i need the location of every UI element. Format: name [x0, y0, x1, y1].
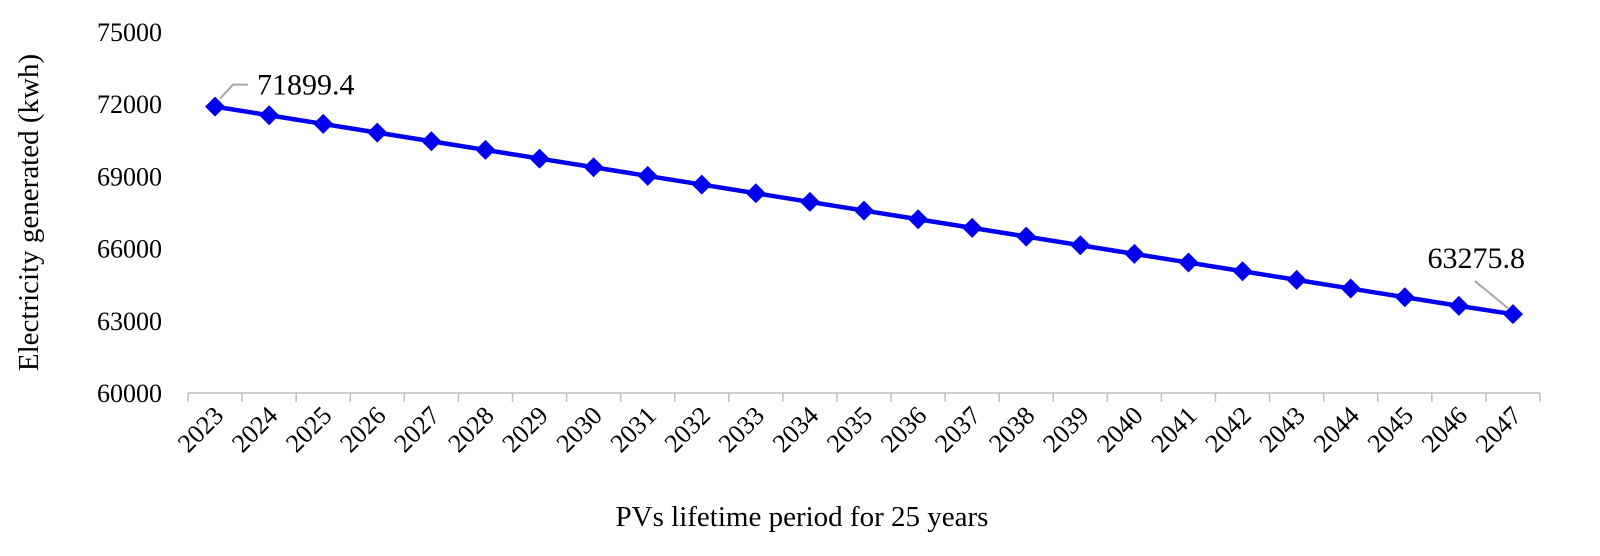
- data-point-marker: [745, 183, 766, 204]
- x-tick-label: 2026: [334, 401, 391, 458]
- y-tick-label: 75000: [97, 18, 162, 47]
- x-tick-label: 2033: [713, 401, 770, 458]
- y-tick-label: 72000: [97, 90, 162, 119]
- x-tick-label: 2046: [1416, 401, 1473, 458]
- data-point-marker: [205, 96, 226, 117]
- data-point-marker: [962, 217, 983, 238]
- x-tick-label: 2042: [1200, 401, 1257, 458]
- data-point-marker: [421, 131, 442, 152]
- x-axis-tick-labels: 2023202420252026202720282029203020312032…: [172, 401, 1527, 458]
- data-point-marker: [583, 157, 604, 178]
- data-point-marker: [637, 165, 658, 186]
- data-point-marker: [1394, 287, 1415, 308]
- y-axis-tick-labels: 60000 63000 66000 69000 72000 75000: [97, 18, 162, 408]
- x-tick-label: 2038: [983, 401, 1040, 458]
- data-point-marker: [691, 174, 712, 195]
- x-axis-title: PVs lifetime period for 25 years: [616, 501, 989, 533]
- x-tick-label: 2023: [172, 401, 229, 458]
- x-tick-label: 2034: [767, 401, 824, 458]
- x-axis-tick-marks: [187, 393, 1541, 402]
- data-point-marker: [908, 209, 929, 230]
- x-tick-label: 2036: [875, 401, 932, 458]
- data-point-marker: [475, 139, 496, 160]
- data-point-marker: [1502, 304, 1523, 325]
- data-label: 71899.4: [257, 69, 355, 102]
- data-point-marker: [1178, 252, 1199, 273]
- data-point-marker: [1448, 295, 1469, 316]
- data-point-marker: [313, 113, 334, 134]
- y-tick-label: 66000: [97, 235, 162, 264]
- x-tick-label: 2024: [226, 401, 283, 458]
- data-point-marker: [1070, 235, 1091, 256]
- data-point-marker: [799, 191, 820, 212]
- x-tick-label: 2031: [605, 401, 662, 458]
- y-tick-label: 60000: [97, 379, 162, 408]
- data-point-marker: [1124, 243, 1145, 264]
- data-point-marker: [529, 148, 550, 169]
- y-axis-title: Electricity generated (kwh): [13, 54, 45, 371]
- x-tick-label: 2041: [1145, 401, 1202, 458]
- data-point-marker: [1232, 261, 1253, 282]
- data-point-marker: [259, 105, 280, 126]
- x-tick-label: 2037: [929, 401, 986, 458]
- x-tick-label: 2043: [1254, 401, 1311, 458]
- x-tick-label: 2027: [388, 401, 445, 458]
- x-tick-label: 2047: [1470, 401, 1527, 458]
- data-point-marker: [1340, 278, 1361, 299]
- x-tick-label: 2028: [442, 401, 499, 458]
- data-point-marker: [1286, 269, 1307, 290]
- x-tick-label: 2039: [1037, 401, 1094, 458]
- y-tick-label: 63000: [97, 307, 162, 336]
- x-tick-label: 2029: [496, 401, 553, 458]
- data-labels: 71899.4 63275.8: [219, 69, 1525, 309]
- data-point-marker: [367, 122, 388, 143]
- x-tick-label: 2032: [659, 401, 716, 458]
- x-tick-label: 2035: [821, 401, 878, 458]
- data-label-leader-line: [219, 83, 249, 100]
- x-tick-label: 2044: [1308, 401, 1365, 458]
- series-electricity: [205, 96, 1523, 325]
- data-label: 63275.8: [1427, 242, 1525, 275]
- data-point-marker: [854, 200, 874, 221]
- x-tick-label: 2025: [280, 401, 337, 458]
- data-label-leader-line: [1474, 280, 1509, 309]
- x-tick-label: 2045: [1362, 401, 1419, 458]
- x-tick-label: 2040: [1091, 401, 1148, 458]
- data-point-marker: [1016, 226, 1037, 247]
- y-tick-label: 69000: [97, 162, 162, 191]
- x-tick-label: 2030: [551, 401, 608, 458]
